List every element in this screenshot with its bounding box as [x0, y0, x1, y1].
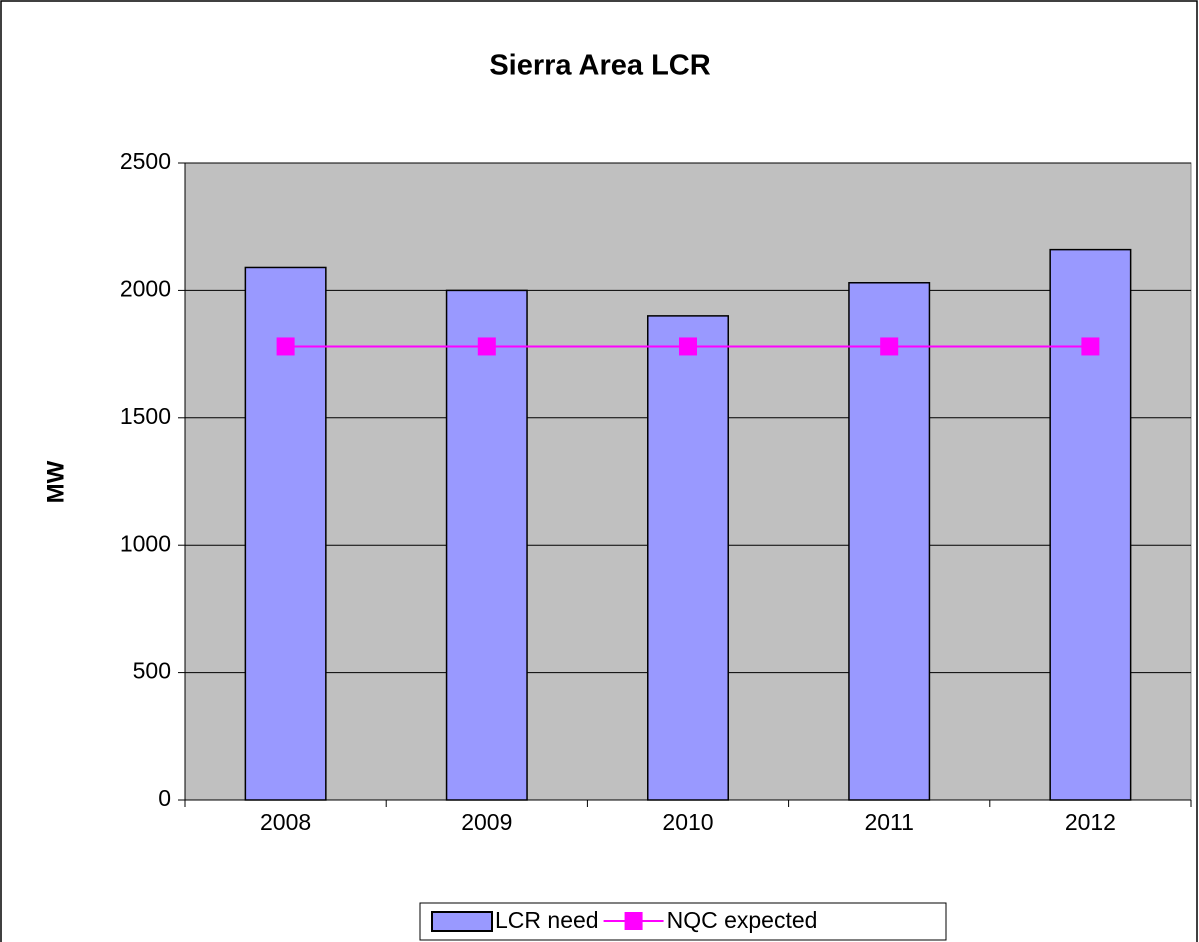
x-tick-label: 2012 — [1065, 809, 1116, 835]
x-tick-label: 2009 — [461, 809, 512, 835]
chart-title: Sierra Area LCR — [489, 50, 710, 82]
marker — [679, 337, 697, 356]
x-tick-label: 2008 — [260, 809, 311, 835]
bar — [848, 282, 931, 801]
marker — [477, 337, 496, 356]
marker — [276, 337, 295, 356]
y-axis-label: MW — [42, 460, 69, 503]
bar — [1049, 248, 1132, 801]
marker — [1081, 337, 1100, 356]
marker — [880, 337, 899, 356]
legend-marker — [624, 912, 643, 930]
x-tick-label: 2010 — [662, 809, 713, 835]
legend-box — [419, 902, 947, 941]
y-tick-label: 2500 — [120, 148, 171, 174]
y-tick-label: 2000 — [120, 275, 171, 301]
bar — [647, 315, 729, 801]
bar — [445, 289, 528, 801]
bar — [244, 266, 327, 801]
legend-label: NQC expected — [667, 907, 818, 933]
y-tick-label: 1000 — [120, 530, 171, 556]
y-tick-label: 500 — [133, 658, 171, 684]
y-tick-label: 1500 — [120, 403, 171, 429]
x-tick-label: 2011 — [864, 809, 913, 835]
legend-label: LCR need — [495, 907, 599, 933]
y-tick-label: 0 — [158, 785, 171, 811]
legend-swatch — [431, 911, 493, 932]
